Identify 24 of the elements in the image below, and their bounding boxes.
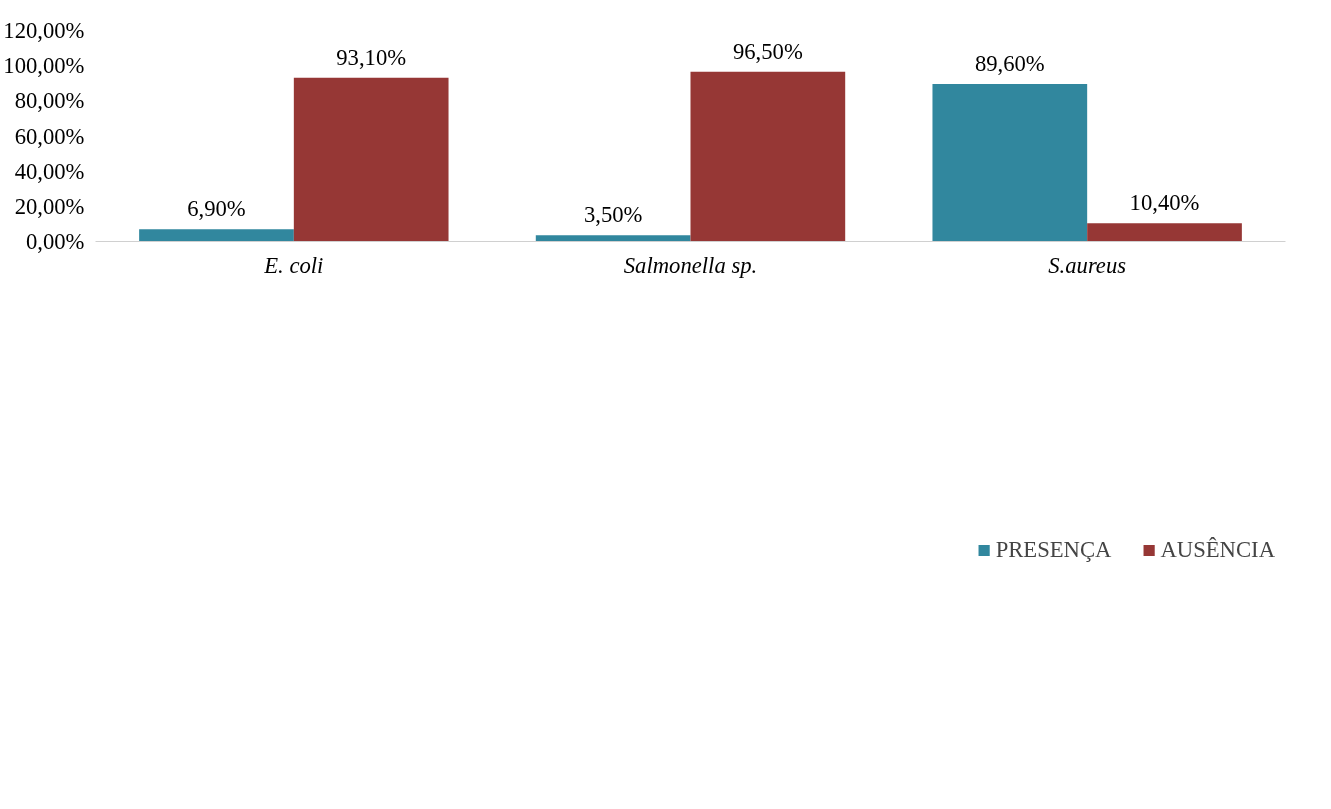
data-label: 89,60% [974, 50, 1045, 76]
y-tick-label: 80,00% [14, 88, 85, 114]
y-tick-label: 20,00% [14, 193, 85, 219]
bar [690, 71, 846, 242]
bar [535, 235, 691, 242]
y-tick-label: 120,00% [3, 18, 85, 43]
y-tick-label: 0,00% [25, 229, 85, 254]
bar [932, 83, 1088, 242]
data-label: 6,90% [187, 196, 246, 222]
y-tick-label: 100,00% [3, 53, 85, 79]
x-tick-label: Salmonella sp. [623, 252, 758, 278]
legend-label: AUSÊNCIA [1160, 537, 1275, 563]
bar [139, 229, 294, 242]
x-tick-label: E. coli [263, 252, 324, 278]
data-label: 93,10% [336, 44, 407, 70]
x-tick-label: S.aureus [1048, 252, 1127, 278]
bar [1087, 223, 1242, 242]
bar [293, 77, 449, 242]
y-tick-label: 40,00% [14, 158, 85, 184]
data-label: 96,50% [732, 38, 803, 64]
data-label: 10,40% [1129, 190, 1200, 216]
data-label: 3,50% [583, 202, 643, 228]
legend-label: PRESENÇA [995, 537, 1112, 563]
y-tick-label: 60,00% [14, 123, 85, 149]
